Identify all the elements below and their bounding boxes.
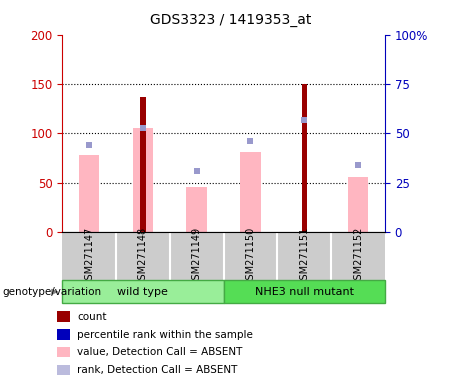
Text: percentile rank within the sample: percentile rank within the sample: [77, 330, 253, 340]
Bar: [57, 311, 70, 322]
Bar: [140, 97, 146, 232]
Bar: [133, 129, 153, 232]
Text: rank, Detection Call = ABSENT: rank, Detection Call = ABSENT: [77, 365, 237, 375]
Bar: [79, 155, 100, 232]
Text: GSM271152: GSM271152: [353, 227, 363, 286]
Text: value, Detection Call = ABSENT: value, Detection Call = ABSENT: [77, 348, 242, 358]
Bar: [301, 84, 307, 232]
Bar: [57, 329, 70, 340]
Text: GDS3323 / 1419353_at: GDS3323 / 1419353_at: [150, 13, 311, 27]
Bar: [57, 364, 70, 375]
Text: wild type: wild type: [118, 287, 168, 297]
Text: GSM271150: GSM271150: [245, 227, 255, 286]
Bar: [186, 187, 207, 232]
Text: GSM271148: GSM271148: [138, 227, 148, 286]
Bar: [62, 280, 224, 303]
Text: GSM271147: GSM271147: [84, 227, 94, 286]
Text: genotype/variation: genotype/variation: [2, 287, 101, 297]
Bar: [348, 177, 368, 232]
FancyArrowPatch shape: [52, 289, 57, 295]
Text: count: count: [77, 312, 106, 322]
Text: GSM271151: GSM271151: [299, 227, 309, 286]
Bar: [57, 347, 70, 358]
Bar: [224, 280, 385, 303]
Text: GSM271149: GSM271149: [192, 227, 202, 286]
Text: NHE3 null mutant: NHE3 null mutant: [255, 287, 354, 297]
Bar: [240, 152, 260, 232]
